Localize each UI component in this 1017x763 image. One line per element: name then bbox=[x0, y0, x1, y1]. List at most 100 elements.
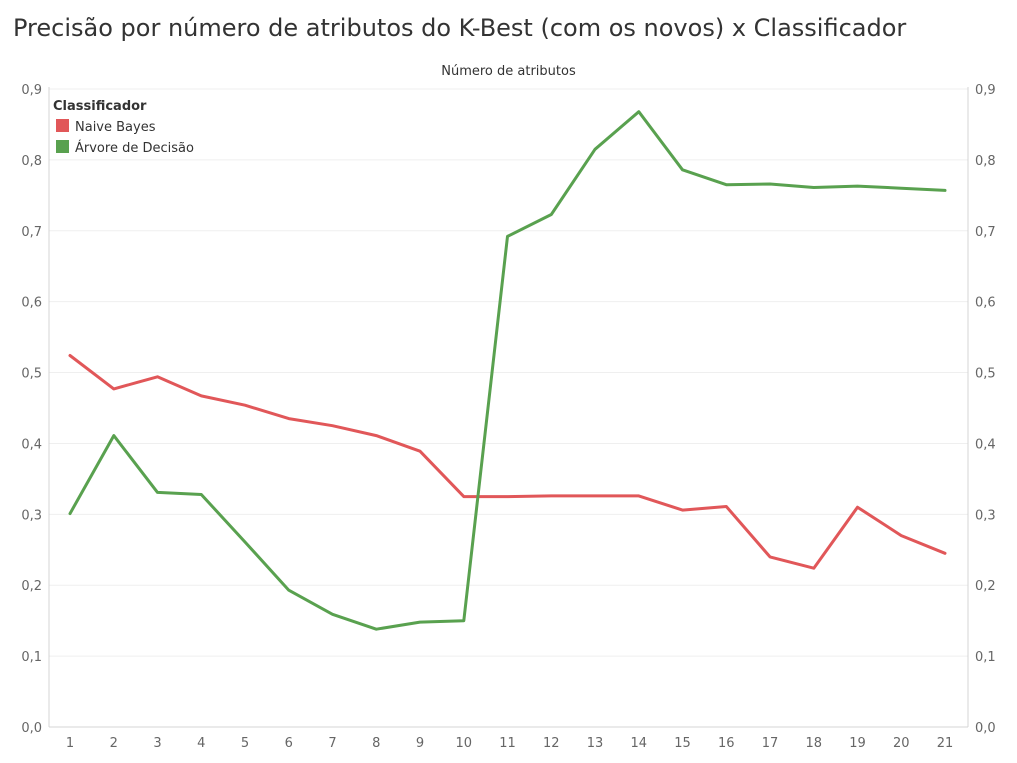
y-tick-label: 0,2 bbox=[975, 579, 996, 594]
series-line-2 bbox=[68, 110, 947, 631]
legend-label: Árvore de Decisão bbox=[75, 140, 194, 156]
x-tick-label: 2 bbox=[110, 736, 118, 751]
x-tick-label: 12 bbox=[543, 736, 560, 751]
x-tick-label: 20 bbox=[893, 736, 910, 751]
x-tick-label: 21 bbox=[937, 736, 954, 751]
y-axis-left: 0,0 0,1 0,2 0,3 0,4 0,5 0,6 0,7 0,8 0,9 bbox=[21, 83, 42, 736]
data-point bbox=[67, 511, 73, 517]
x-tick-label: 4 bbox=[197, 736, 205, 751]
data-point bbox=[330, 423, 336, 429]
data-point bbox=[723, 504, 729, 510]
chart-title: Precisão por número de atributos do K-Be… bbox=[13, 14, 907, 42]
y-tick-label: 0,2 bbox=[21, 579, 42, 594]
data-point bbox=[286, 587, 292, 593]
data-point bbox=[330, 611, 336, 617]
data-point bbox=[198, 393, 204, 399]
data-point bbox=[942, 187, 948, 193]
y-tick-label: 0,0 bbox=[21, 721, 42, 736]
x-axis-title: Número de atributos bbox=[441, 64, 576, 79]
x-tick-label: 7 bbox=[328, 736, 336, 751]
data-point bbox=[505, 494, 511, 500]
x-tick-label: 14 bbox=[630, 736, 647, 751]
data-point bbox=[680, 167, 686, 173]
data-point bbox=[155, 374, 161, 380]
y-axis-right: 0,0 0,1 0,2 0,3 0,4 0,5 0,6 0,7 0,8 0,9 bbox=[975, 83, 996, 736]
legend-swatch bbox=[56, 140, 69, 153]
y-tick-label: 0,3 bbox=[21, 508, 42, 523]
legend-title: Classificador bbox=[53, 99, 147, 114]
x-tick-label: 3 bbox=[153, 736, 161, 751]
data-point bbox=[461, 618, 467, 624]
legend-label: Naive Bayes bbox=[75, 120, 156, 135]
x-axis: 1 2 3 4 5 6 7 8 9 10 11 12 13 14 15 16 17 18 19 20 21 bbox=[66, 736, 953, 751]
legend: Classificador Naive Bayes Árvore de Decis… bbox=[53, 99, 194, 156]
y-tick-label: 0,8 bbox=[21, 154, 42, 169]
x-tick-label: 18 bbox=[805, 736, 822, 751]
data-point bbox=[680, 507, 686, 513]
data-point bbox=[723, 182, 729, 188]
data-point bbox=[548, 211, 554, 217]
data-point bbox=[242, 539, 248, 545]
x-tick-label: 13 bbox=[587, 736, 604, 751]
y-tick-label: 0,0 bbox=[975, 721, 996, 736]
data-point bbox=[373, 626, 379, 632]
x-tick-label: 1 bbox=[66, 736, 74, 751]
data-point bbox=[898, 185, 904, 191]
x-tick-label: 8 bbox=[372, 736, 380, 751]
series-line-1 bbox=[68, 354, 947, 570]
y-tick-label: 0,5 bbox=[21, 367, 42, 382]
data-point bbox=[636, 493, 642, 499]
data-point bbox=[548, 493, 554, 499]
x-tick-label: 17 bbox=[762, 736, 779, 751]
x-tick-label: 6 bbox=[285, 736, 293, 751]
series-lines bbox=[67, 109, 948, 632]
y-tick-label: 0,4 bbox=[21, 437, 42, 452]
y-tick-label: 0,5 bbox=[975, 367, 996, 382]
data-point bbox=[111, 433, 117, 439]
data-point bbox=[286, 416, 292, 422]
y-tick-label: 0,7 bbox=[975, 225, 996, 240]
axes bbox=[48, 87, 969, 728]
data-point bbox=[811, 565, 817, 571]
y-tick-label: 0,4 bbox=[975, 437, 996, 452]
y-tick-label: 0,3 bbox=[975, 508, 996, 523]
y-tick-label: 0,8 bbox=[975, 154, 996, 169]
gridlines bbox=[49, 88, 968, 657]
data-point bbox=[811, 185, 817, 191]
x-tick-label: 19 bbox=[849, 736, 866, 751]
data-point bbox=[636, 109, 642, 115]
y-tick-label: 0,6 bbox=[21, 296, 42, 311]
data-point bbox=[767, 554, 773, 560]
data-point bbox=[417, 448, 423, 454]
y-tick-label: 0,6 bbox=[975, 296, 996, 311]
data-point bbox=[155, 489, 161, 495]
data-point bbox=[898, 533, 904, 539]
y-tick-label: 0,1 bbox=[21, 650, 42, 665]
data-point bbox=[67, 353, 73, 359]
data-point bbox=[417, 619, 423, 625]
x-tick-label: 15 bbox=[674, 736, 691, 751]
data-point bbox=[855, 183, 861, 189]
legend-swatch bbox=[56, 119, 69, 132]
data-point bbox=[767, 181, 773, 187]
x-tick-label: 16 bbox=[718, 736, 735, 751]
y-tick-label: 0,9 bbox=[21, 83, 42, 98]
data-point bbox=[198, 491, 204, 497]
x-tick-label: 5 bbox=[241, 736, 249, 751]
data-point bbox=[461, 494, 467, 500]
data-point bbox=[592, 493, 598, 499]
data-point bbox=[855, 504, 861, 510]
y-tick-label: 0,9 bbox=[975, 83, 996, 98]
x-tick-label: 10 bbox=[455, 736, 472, 751]
data-point bbox=[505, 233, 511, 239]
data-point bbox=[592, 146, 598, 152]
data-point bbox=[942, 550, 948, 556]
data-point bbox=[242, 402, 248, 408]
y-tick-label: 0,7 bbox=[21, 225, 42, 240]
x-tick-label: 9 bbox=[416, 736, 424, 751]
y-tick-label: 0,1 bbox=[975, 650, 996, 665]
data-point bbox=[111, 386, 117, 392]
data-point bbox=[373, 433, 379, 439]
x-tick-label: 11 bbox=[499, 736, 516, 751]
